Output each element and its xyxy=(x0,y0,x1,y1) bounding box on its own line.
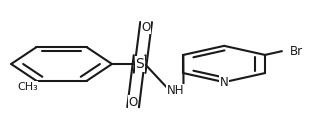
Text: N: N xyxy=(220,76,229,89)
Text: S: S xyxy=(135,57,144,71)
Text: Br: Br xyxy=(290,45,303,58)
Text: O: O xyxy=(141,21,151,34)
Text: CH₃: CH₃ xyxy=(17,82,38,92)
Text: NH: NH xyxy=(167,84,184,97)
Text: O: O xyxy=(129,96,138,109)
